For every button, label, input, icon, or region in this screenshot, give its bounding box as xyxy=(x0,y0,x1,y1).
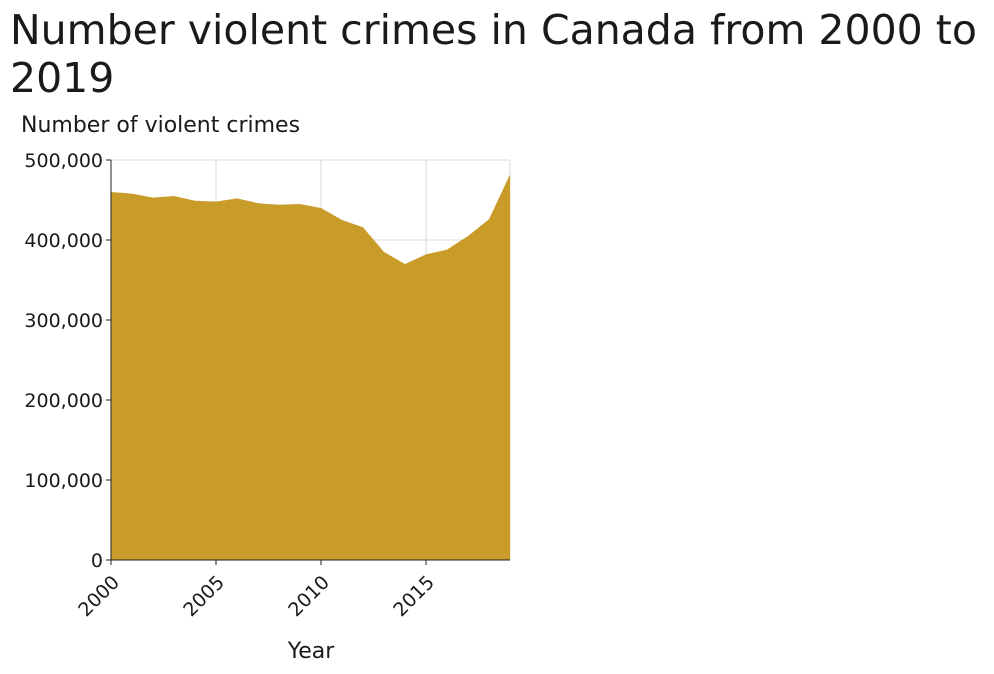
y-tick-label: 100,000 xyxy=(24,470,103,492)
area-fill xyxy=(111,174,510,560)
area-series xyxy=(111,174,510,560)
y-tick-label: 0 xyxy=(91,550,103,572)
y-tick-label: 500,000 xyxy=(24,150,103,172)
y-tick-label: 200,000 xyxy=(24,390,103,412)
y-axis-title: Number of violent crimes xyxy=(21,113,300,138)
x-tick-label: 2005 xyxy=(179,571,229,621)
y-tick-label: 400,000 xyxy=(24,230,103,252)
x-tick-label: 2000 xyxy=(74,571,124,621)
x-tick-label: 2010 xyxy=(284,571,334,621)
x-tick-label: 2015 xyxy=(389,571,439,621)
chart-title: Number violent crimes in Canada from 200… xyxy=(10,6,977,102)
y-tick-label: 300,000 xyxy=(24,310,103,332)
x-axis-title: Year xyxy=(287,639,336,664)
axes xyxy=(106,159,510,565)
